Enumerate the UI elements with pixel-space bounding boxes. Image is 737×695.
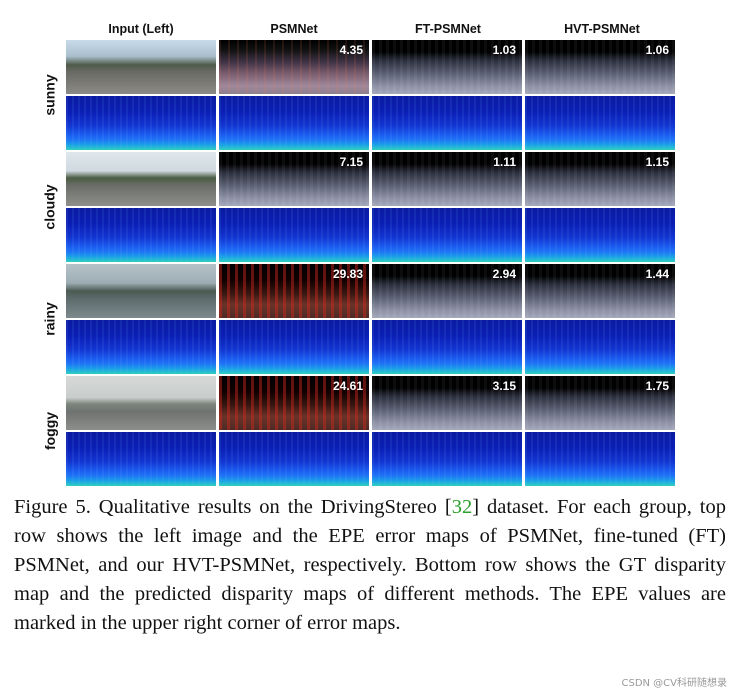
disparity-ft-psmnet-cloudy	[372, 208, 522, 262]
disparity-psmnet-cloudy	[219, 208, 369, 262]
disparity-ft-psmnet-rainy	[372, 320, 522, 374]
error-map-hvt-psmnet-cloudy: 1.15	[525, 152, 675, 206]
epe-value: 3.15	[492, 379, 516, 393]
gt-disparity-cloudy	[66, 208, 216, 262]
input-image-foggy	[66, 376, 216, 430]
error-map-ft-psmnet-rainy: 2.94	[372, 264, 522, 318]
epe-value: 1.03	[492, 43, 516, 57]
disparity-psmnet-sunny	[219, 96, 369, 150]
error-map-ft-psmnet-sunny: 1.03	[372, 40, 522, 94]
caption-text-end: ] dataset. For each group, top row shows…	[14, 496, 726, 634]
epe-value: 2.94	[492, 267, 516, 281]
watermark: CSDN @CV科研随想录	[621, 678, 727, 689]
input-image-rainy	[66, 264, 216, 318]
gt-disparity-foggy	[66, 432, 216, 486]
column-header-psmnet: PSMNet	[270, 22, 318, 36]
epe-value: 4.35	[339, 43, 363, 57]
figure-caption: Figure 5. Qualitative results on the Dri…	[14, 493, 726, 638]
input-image-cloudy	[66, 152, 216, 206]
input-image-sunny	[66, 40, 216, 94]
gt-disparity-sunny	[66, 96, 216, 150]
column-header-ft-psmnet: FT-PSMNet	[415, 22, 481, 36]
column-header-hvt-psmnet: HVT-PSMNet	[564, 22, 640, 36]
error-map-psmnet-rainy: 29.83	[219, 264, 369, 318]
column-header-input: Input (Left)	[108, 22, 174, 36]
error-map-psmnet-sunny: 4.35	[219, 40, 369, 94]
qualitative-results-figure: Input (Left) PSMNet FT-PSMNet HVT-PSMNet…	[42, 22, 675, 486]
error-map-hvt-psmnet-foggy: 1.75	[525, 376, 675, 430]
row-label-rainy: rainy	[42, 302, 58, 336]
disparity-hvt-psmnet-rainy	[525, 320, 675, 374]
epe-value: 1.06	[645, 43, 669, 57]
epe-value: 7.15	[339, 155, 363, 169]
disparity-ft-psmnet-sunny	[372, 96, 522, 150]
citation-link[interactable]: 32	[451, 496, 473, 518]
row-label-foggy: foggy	[42, 411, 59, 451]
gt-disparity-rainy	[66, 320, 216, 374]
disparity-hvt-psmnet-foggy	[525, 432, 675, 486]
error-map-hvt-psmnet-rainy: 1.44	[525, 264, 675, 318]
error-map-psmnet-foggy: 24.61	[219, 376, 369, 430]
epe-value: 24.61	[332, 379, 363, 393]
epe-value: 29.83	[332, 267, 363, 281]
error-map-ft-psmnet-foggy: 3.15	[372, 376, 522, 430]
epe-value: 1.75	[645, 379, 669, 393]
epe-value: 1.11	[493, 155, 516, 169]
epe-value: 1.15	[645, 155, 669, 169]
disparity-hvt-psmnet-sunny	[525, 96, 675, 150]
error-map-psmnet-cloudy: 7.15	[219, 152, 369, 206]
disparity-ft-psmnet-foggy	[372, 432, 522, 486]
caption-text-start: Figure 5. Qualitative results on the Dri…	[14, 496, 452, 518]
disparity-psmnet-rainy	[219, 320, 369, 374]
disparity-psmnet-foggy	[219, 432, 369, 486]
error-map-hvt-psmnet-sunny: 1.06	[525, 40, 675, 94]
row-label-sunny: sunny	[42, 74, 59, 116]
epe-value: 1.44	[645, 267, 669, 281]
error-map-ft-psmnet-cloudy: 1.11	[372, 152, 522, 206]
disparity-hvt-psmnet-cloudy	[525, 208, 675, 262]
row-label-cloudy: cloudy	[42, 184, 58, 230]
